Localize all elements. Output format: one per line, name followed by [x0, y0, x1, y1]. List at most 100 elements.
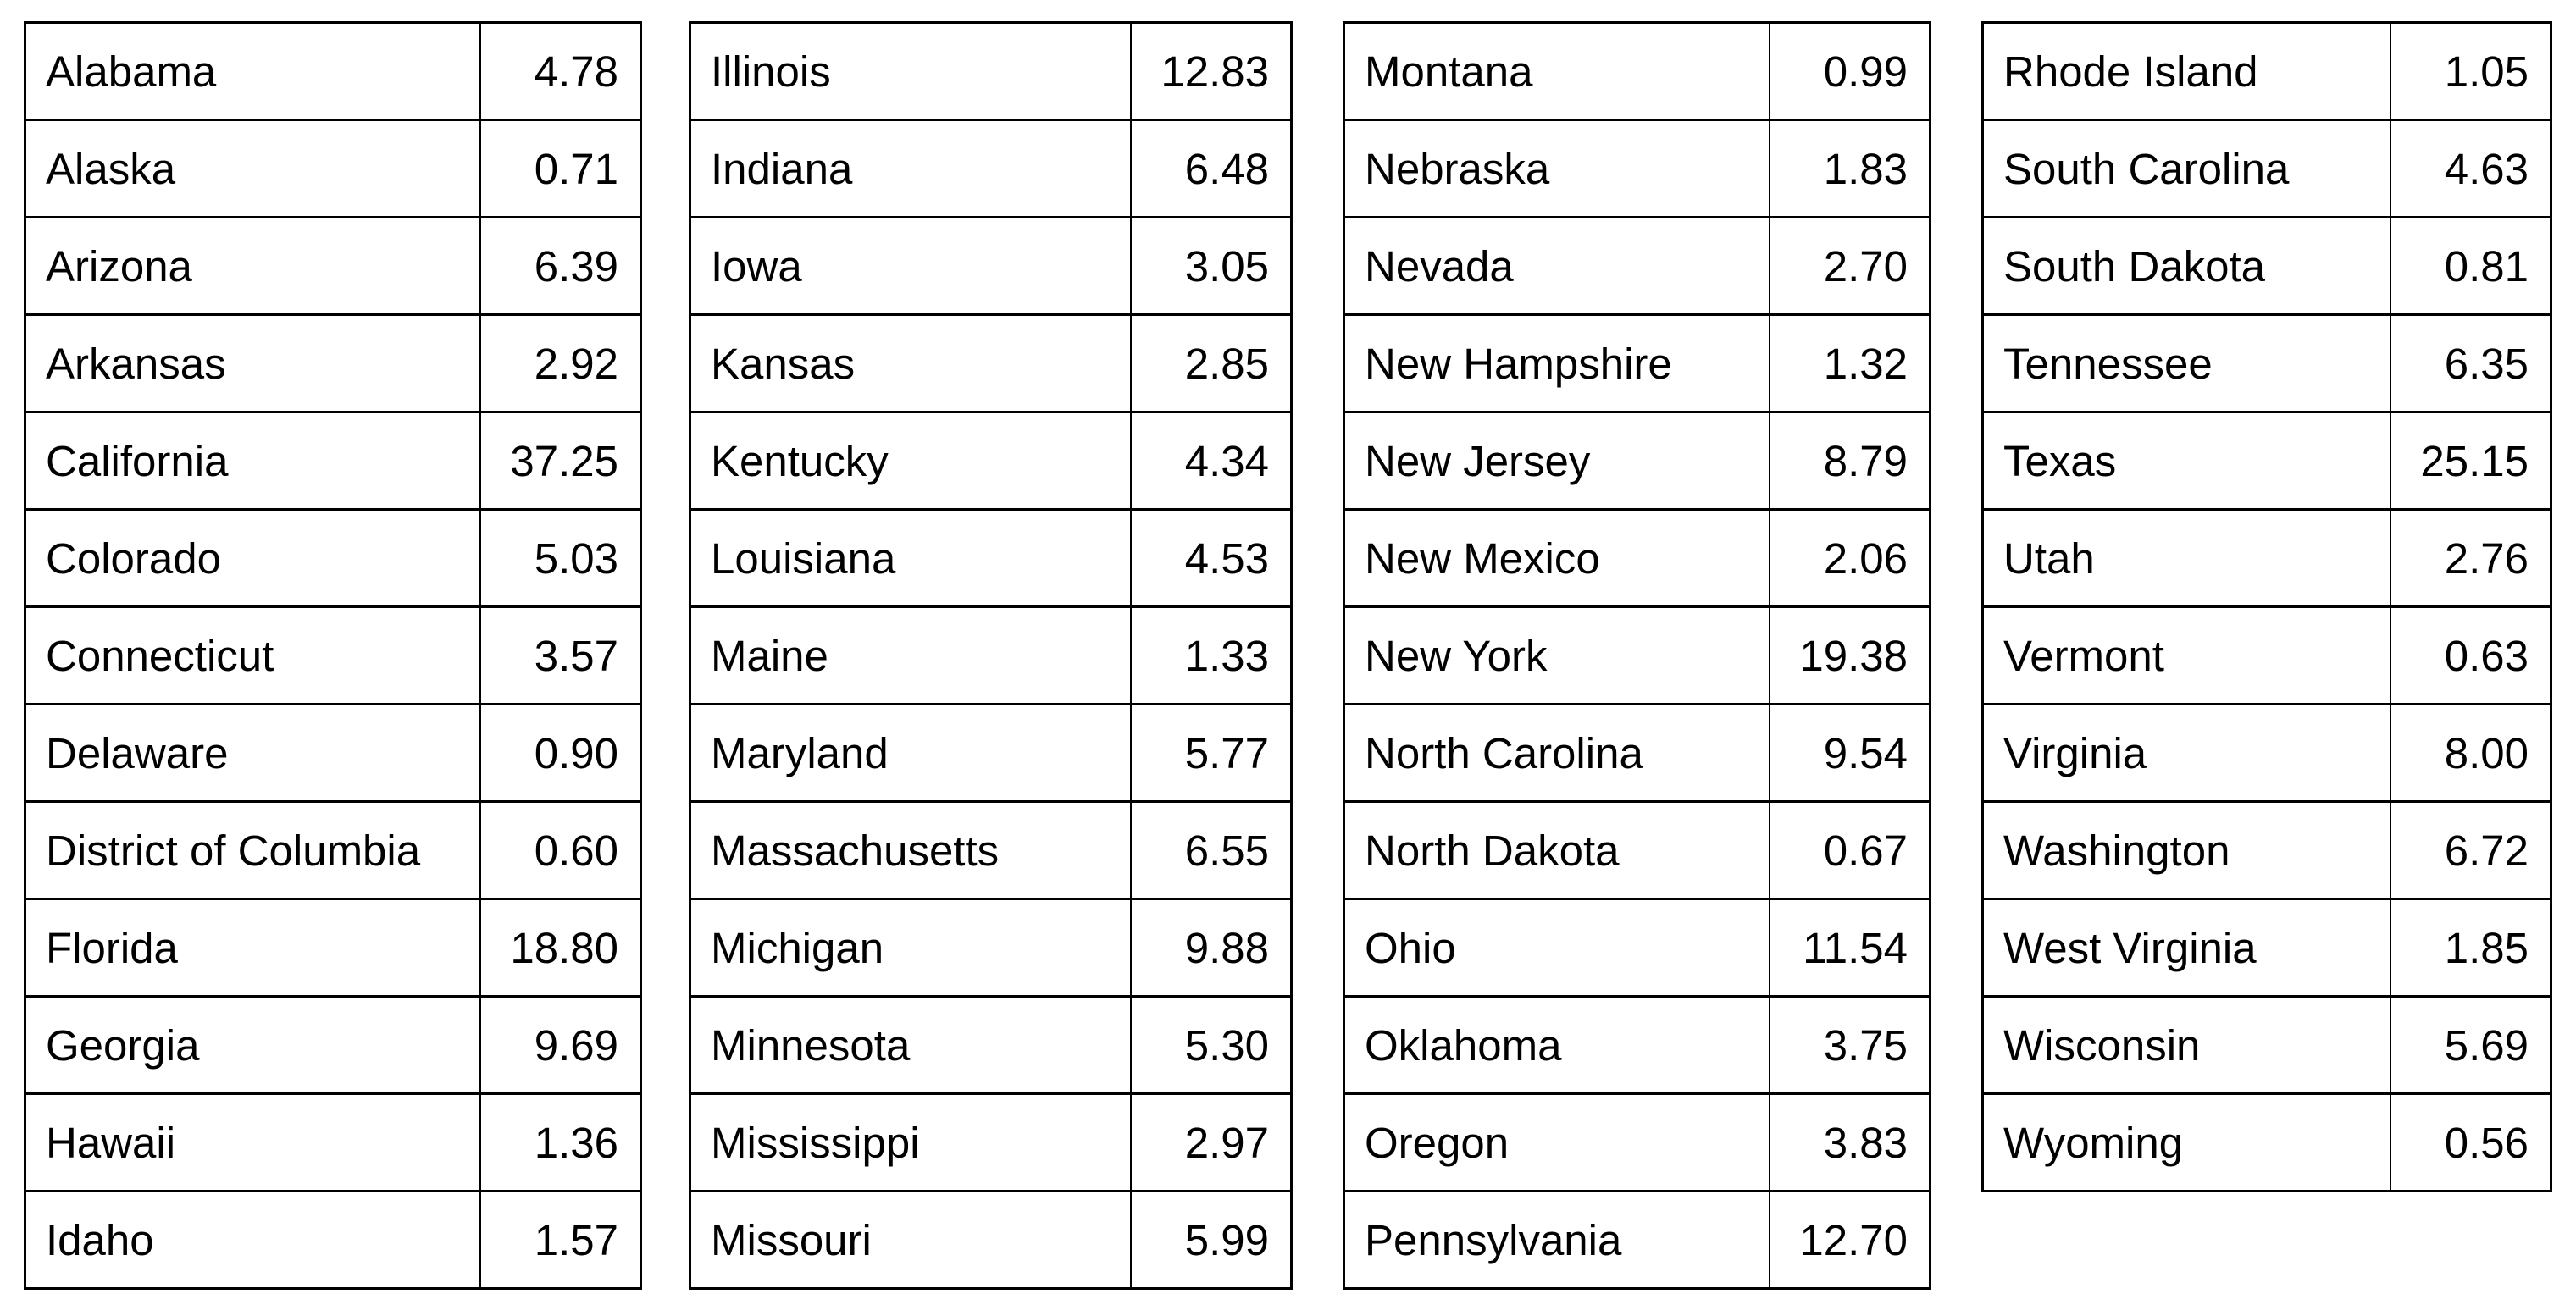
state-name-cell: Indiana	[689, 119, 1132, 218]
table-row: Washington 6.72	[1981, 800, 2552, 900]
state-name-cell: Maryland	[689, 703, 1132, 803]
state-name-cell: Arkansas	[24, 313, 481, 413]
state-name-cell: Oregon	[1343, 1092, 1770, 1192]
state-name-cell: Nevada	[1343, 216, 1770, 316]
state-value-cell: 9.54	[1768, 703, 1931, 803]
state-name-cell: New Hampshire	[1343, 313, 1770, 413]
state-value-cell: 6.39	[479, 216, 642, 316]
table-row: North Carolina 9.54	[1343, 703, 1931, 803]
state-value-cell: 1.32	[1768, 313, 1931, 413]
table-row: West Virginia 1.85	[1981, 898, 2552, 998]
table-row: Ohio 11.54	[1343, 898, 1931, 998]
state-name-cell: New Jersey	[1343, 411, 1770, 511]
state-name-cell: North Dakota	[1343, 800, 1770, 900]
state-name-cell: Nebraska	[1343, 119, 1770, 218]
state-value-cell: 0.90	[479, 703, 642, 803]
state-value-cell: 6.72	[2389, 800, 2552, 900]
table-row: Missouri 5.99	[689, 1190, 1293, 1290]
table-row: Kansas 2.85	[689, 313, 1293, 413]
table-row: Nevada 2.70	[1343, 216, 1931, 316]
state-value-cell: 4.34	[1129, 411, 1293, 511]
table-row: Massachusetts 6.55	[689, 800, 1293, 900]
state-value-cell: 3.05	[1129, 216, 1293, 316]
table-row: Maryland 5.77	[689, 703, 1293, 803]
table-row: Illinois 12.83	[689, 21, 1293, 121]
state-name-cell: Alaska	[24, 119, 481, 218]
table-row: New York 19.38	[1343, 605, 1931, 705]
state-name-cell: Wisconsin	[1981, 995, 2391, 1095]
state-value-cell: 9.88	[1129, 898, 1293, 998]
state-value-cell: 5.03	[479, 508, 642, 608]
state-value-cell: 25.15	[2389, 411, 2552, 511]
state-value-cell: 12.83	[1129, 21, 1293, 121]
state-name-cell: New Mexico	[1343, 508, 1770, 608]
table-row: Georgia 9.69	[24, 995, 642, 1095]
state-value-cell: 2.06	[1768, 508, 1931, 608]
state-name-cell: Wyoming	[1981, 1092, 2391, 1192]
table-row: Delaware 0.90	[24, 703, 642, 803]
state-name-cell: Minnesota	[689, 995, 1132, 1095]
state-name-cell: Connecticut	[24, 605, 481, 705]
table-row: Kentucky 4.34	[689, 411, 1293, 511]
state-value-cell: 0.99	[1768, 21, 1931, 121]
table-row: South Dakota 0.81	[1981, 216, 2552, 316]
state-name-cell: Rhode Island	[1981, 21, 2391, 121]
state-value-cell: 12.70	[1768, 1190, 1931, 1290]
state-value-cell: 1.05	[2389, 21, 2552, 121]
state-value-cell: 1.36	[479, 1092, 642, 1192]
state-name-cell: Colorado	[24, 508, 481, 608]
table-row: Pennsylvania 12.70	[1343, 1190, 1931, 1290]
table-row: Colorado 5.03	[24, 508, 642, 608]
state-name-cell: Pennsylvania	[1343, 1190, 1770, 1290]
state-name-cell: Arizona	[24, 216, 481, 316]
state-name-cell: Maine	[689, 605, 1132, 705]
state-name-cell: West Virginia	[1981, 898, 2391, 998]
state-value-cell: 2.85	[1129, 313, 1293, 413]
table-row: Michigan 9.88	[689, 898, 1293, 998]
state-name-cell: Montana	[1343, 21, 1770, 121]
state-value-cell: 0.67	[1768, 800, 1931, 900]
table-row: New Mexico 2.06	[1343, 508, 1931, 608]
state-table-2: Illinois 12.83 Indiana 6.48 Iowa 3.05 Kansas 2.…	[689, 21, 1293, 1290]
table-row: Florida 18.80	[24, 898, 642, 998]
state-value-cell: 1.33	[1129, 605, 1293, 705]
table-row: Montana 0.99	[1343, 21, 1931, 121]
state-value-cell: 4.63	[2389, 119, 2552, 218]
state-name-cell: Louisiana	[689, 508, 1132, 608]
state-value-cell: 5.30	[1129, 995, 1293, 1095]
table-row: Maine 1.33	[689, 605, 1293, 705]
table-row: Wisconsin 5.69	[1981, 995, 2552, 1095]
state-name-cell: Tennessee	[1981, 313, 2391, 413]
state-name-cell: California	[24, 411, 481, 511]
table-row: Arizona 6.39	[24, 216, 642, 316]
table-row: South Carolina 4.63	[1981, 119, 2552, 218]
table-row: New Jersey 8.79	[1343, 411, 1931, 511]
state-name-cell: Kansas	[689, 313, 1132, 413]
state-name-cell: Missouri	[689, 1190, 1132, 1290]
state-name-cell: Virginia	[1981, 703, 2391, 803]
state-value-cell: 8.00	[2389, 703, 2552, 803]
table-row: Indiana 6.48	[689, 119, 1293, 218]
state-name-cell: District of Columbia	[24, 800, 481, 900]
state-value-cell: 3.83	[1768, 1092, 1931, 1192]
table-row: Nebraska 1.83	[1343, 119, 1931, 218]
state-value-cell: 0.60	[479, 800, 642, 900]
table-row: Oklahoma 3.75	[1343, 995, 1931, 1095]
state-value-cell: 6.35	[2389, 313, 2552, 413]
state-value-cell: 18.80	[479, 898, 642, 998]
state-name-cell: Delaware	[24, 703, 481, 803]
state-value-cell: 11.54	[1768, 898, 1931, 998]
state-name-cell: Iowa	[689, 216, 1132, 316]
state-value-cell: 19.38	[1768, 605, 1931, 705]
table-row: California 37.25	[24, 411, 642, 511]
table-row: Tennessee 6.35	[1981, 313, 2552, 413]
table-row: Vermont 0.63	[1981, 605, 2552, 705]
state-name-cell: Massachusetts	[689, 800, 1132, 900]
state-name-cell: Mississippi	[689, 1092, 1132, 1192]
state-name-cell: Idaho	[24, 1190, 481, 1290]
table-row: Hawaii 1.36	[24, 1092, 642, 1192]
table-row: Texas 25.15	[1981, 411, 2552, 511]
state-name-cell: South Carolina	[1981, 119, 2391, 218]
table-row: Utah 2.76	[1981, 508, 2552, 608]
state-value-cell: 9.69	[479, 995, 642, 1095]
